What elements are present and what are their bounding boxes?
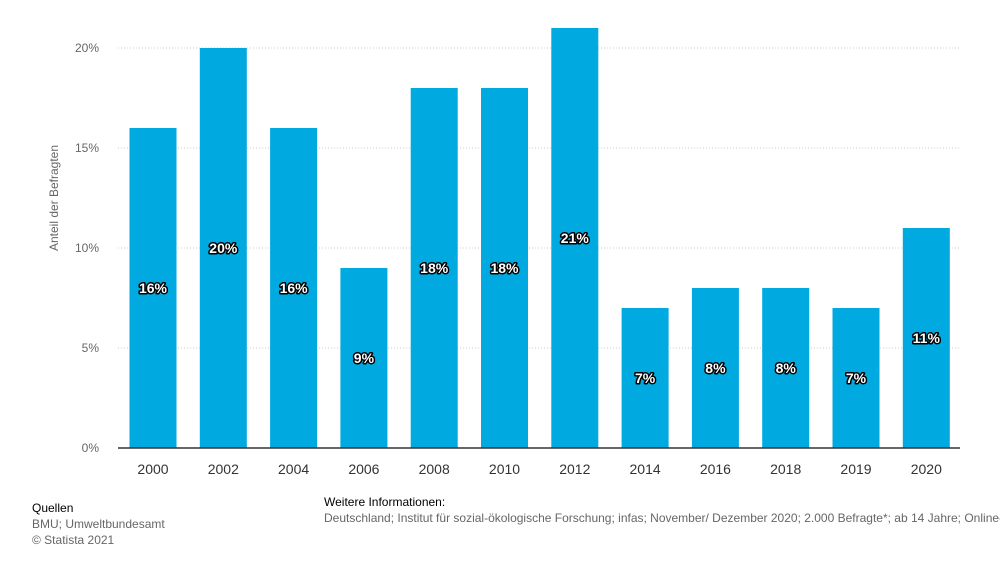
- data-label: 11%: [913, 330, 941, 346]
- x-tick-label: 2006: [348, 461, 379, 477]
- x-tick-label: 2000: [137, 461, 168, 477]
- x-tick-label: 2004: [278, 461, 309, 477]
- bars: [129, 28, 950, 448]
- sources-heading: Quellen: [32, 501, 74, 515]
- info-heading: Weitere Informationen:: [324, 495, 446, 509]
- y-tick-label: 20%: [75, 41, 99, 55]
- bar-2014[interactable]: [621, 308, 669, 448]
- bar-2000[interactable]: [129, 128, 177, 448]
- bar-2004[interactable]: [270, 128, 318, 448]
- x-tick-label: 2020: [911, 461, 942, 477]
- bar-2020[interactable]: [902, 228, 950, 448]
- x-tick-label: 2019: [840, 461, 871, 477]
- data-label: 7%: [846, 370, 867, 386]
- info-text: Deutschland; Institut für sozial-ökologi…: [324, 511, 1000, 525]
- gridlines: [118, 47, 960, 349]
- bar-chart: 0%5%10%15%20% Anteil der Befragten 2000 2…: [47, 28, 960, 477]
- info-block: Weitere Informationen: Deutschland; Inst…: [324, 494, 1000, 526]
- x-tick-label: 2012: [559, 461, 590, 477]
- y-tick-label: 5%: [82, 341, 100, 355]
- data-label: 21%: [561, 230, 590, 246]
- bar-2016[interactable]: [691, 288, 739, 448]
- y-tick-label: 0%: [82, 441, 100, 455]
- bar-2019[interactable]: [832, 308, 880, 448]
- data-labels: 16% 20% 16% 9% 18% 18% 21% 7% 8% 8% 7% 11%: [137, 229, 941, 388]
- data-label: 9%: [354, 350, 375, 366]
- x-tick-label: 2014: [630, 461, 661, 477]
- bar-2012[interactable]: [551, 28, 599, 448]
- data-label: 8%: [705, 360, 726, 376]
- x-tick-label: 2010: [489, 461, 520, 477]
- bar-2002[interactable]: [199, 48, 247, 448]
- y-tick-label: 10%: [75, 241, 99, 255]
- y-axis-ticks: 0% 5% 10% 15% 20%: [75, 41, 99, 455]
- x-tick-label: 2008: [419, 461, 450, 477]
- x-tick-label: 2002: [208, 461, 239, 477]
- bar-2018[interactable]: [762, 288, 810, 448]
- bar-2008[interactable]: [410, 88, 458, 448]
- data-label: 16%: [139, 280, 168, 296]
- copyright: © Statista 2021: [32, 533, 115, 547]
- y-tick-label: 15%: [75, 141, 99, 155]
- y-axis-title: Anteil der Befragten: [47, 145, 61, 251]
- sources-text[interactable]: BMU; Umweltbundesamt: [32, 517, 165, 531]
- data-label: 16%: [280, 280, 309, 296]
- x-axis-ticks: 2000 2002 2004 2006 2008 2010 2012 2014 2016 2018…: [137, 461, 942, 477]
- data-label: 7%: [635, 370, 656, 386]
- x-tick-label: 2018: [770, 461, 801, 477]
- sources-block: Quellen BMU; Umweltbundesamt © Statista …: [32, 500, 165, 548]
- data-label: 18%: [490, 260, 519, 276]
- data-label: 20%: [209, 240, 238, 256]
- bar-2006[interactable]: [340, 268, 388, 448]
- bar-2010[interactable]: [481, 88, 528, 448]
- data-label: 8%: [776, 360, 797, 376]
- data-label: 18%: [420, 260, 449, 276]
- x-tick-label: 2016: [700, 461, 731, 477]
